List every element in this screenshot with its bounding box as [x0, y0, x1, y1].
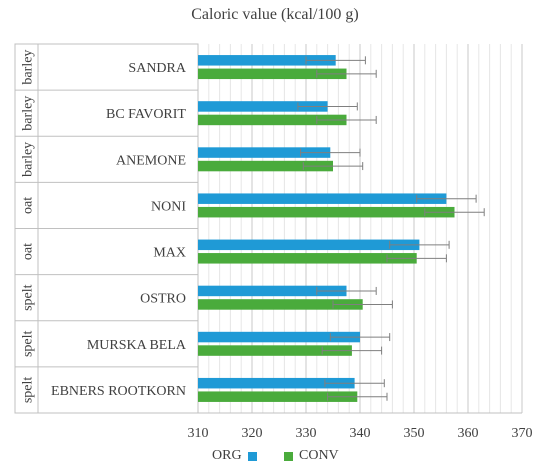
- x-tick-label-360: 360: [458, 426, 479, 441]
- bar-conv-murska-bela: [198, 345, 352, 356]
- bar-org-noni: [198, 193, 447, 204]
- legend-label-org: ORG: [212, 448, 242, 463]
- category-label-ebners-rootkorn: EBNERS ROOTKORN: [51, 384, 186, 399]
- legend-label-conv: CONV: [299, 448, 339, 463]
- bar-conv-anemone: [198, 160, 333, 172]
- legend-item-org: ORG: [212, 448, 257, 464]
- group-label-barley: barley: [21, 96, 36, 131]
- bar-conv-ostro: [198, 299, 363, 310]
- bar-org-ebners-rootkorn: [198, 377, 355, 389]
- group-label-oat: oat: [21, 197, 36, 214]
- x-tick-label-370: 370: [512, 426, 533, 441]
- bar-org-bc-favorit: [198, 101, 328, 112]
- category-label-max: MAX: [153, 246, 186, 261]
- bar-org-max: [198, 239, 420, 251]
- group-label-oat: oat: [21, 243, 36, 260]
- legend: ORG CONV: [0, 448, 550, 470]
- group-label-barley: barley: [21, 50, 36, 85]
- category-label-murska-bela: MURSKA BELA: [87, 338, 187, 353]
- x-tick-label-350: 350: [404, 426, 425, 441]
- bar-conv-max: [198, 253, 417, 264]
- bar-org-anemone: [198, 147, 331, 158]
- group-label-spelt: spelt: [21, 284, 36, 311]
- legend-item-conv: CONV: [284, 448, 339, 464]
- group-label-spelt: spelt: [21, 377, 36, 404]
- bar-conv-sandra: [198, 68, 347, 80]
- x-tick-label-330: 330: [296, 426, 317, 441]
- legend-swatch-conv: [284, 451, 293, 461]
- x-tick-label-320: 320: [242, 426, 263, 441]
- group-label-spelt: spelt: [21, 330, 36, 357]
- group-label-barley: barley: [21, 142, 36, 177]
- bar-conv-bc-favorit: [198, 114, 347, 126]
- bar-org-ostro: [198, 285, 347, 297]
- category-label-noni: NONI: [151, 199, 186, 214]
- bar-conv-noni: [198, 206, 455, 218]
- category-label-bc-favorit: BC FAVORIT: [106, 107, 186, 122]
- bar-org-sandra: [198, 55, 336, 66]
- legend-swatch-org: [247, 451, 257, 461]
- x-tick-label-340: 340: [350, 426, 371, 441]
- chart-title: Caloric value (kcal/100 g): [191, 6, 359, 23]
- bar-conv-ebners-rootkorn: [198, 391, 358, 402]
- category-label-anemone: ANEMONE: [116, 153, 186, 168]
- category-label-ostro: OSTRO: [140, 292, 186, 307]
- category-label-sandra: SANDRA: [128, 61, 186, 76]
- x-tick-label-310: 310: [188, 426, 209, 441]
- bar-org-murska-bela: [198, 331, 360, 343]
